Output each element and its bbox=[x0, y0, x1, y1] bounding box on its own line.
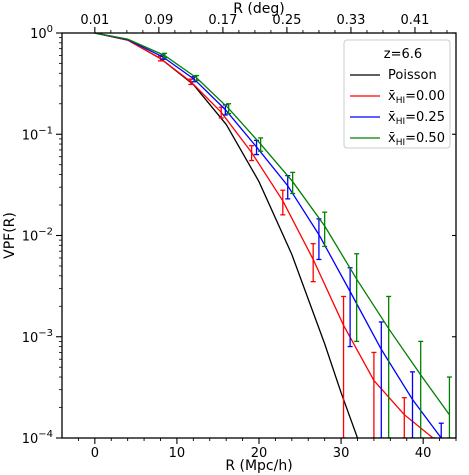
legend-label: x̄HI=0.00 bbox=[388, 89, 445, 106]
series-line-Poisson bbox=[94, 33, 359, 438]
error-bar-x_HI=0.50 bbox=[322, 211, 328, 248]
x-tick-label: 0 bbox=[91, 446, 99, 461]
error-bar-x_HI=0.00 bbox=[341, 295, 347, 438]
top-tick-label: 0.41 bbox=[400, 13, 429, 28]
error-bar-x_HI=0.25 bbox=[285, 175, 291, 200]
error-bar-x_HI=0.50 bbox=[162, 52, 168, 59]
series-x_HI=0.00 bbox=[94, 33, 436, 438]
error-bar-x_HI=0.50 bbox=[354, 253, 360, 343]
x-tick-label: 10 bbox=[169, 446, 186, 461]
y-tick-label: 100 bbox=[30, 24, 53, 42]
legend-label: x̄HI=0.25 bbox=[388, 110, 445, 127]
error-bar-x_HI=0.25 bbox=[378, 321, 384, 438]
error-bar-x_HI=0.00 bbox=[249, 145, 255, 162]
error-bar-x_HI=0.00 bbox=[188, 78, 194, 86]
x-tick-label: 30 bbox=[333, 446, 350, 461]
legend-label: x̄HI=0.50 bbox=[388, 131, 445, 148]
top-tick-label: 0.17 bbox=[208, 13, 237, 28]
error-bar-x_HI=0.50 bbox=[194, 74, 200, 82]
axis-ticks bbox=[56, 27, 457, 444]
y-tick-label: 10−1 bbox=[22, 125, 53, 143]
x-tick-label: 40 bbox=[415, 446, 432, 461]
plot-area bbox=[94, 33, 452, 438]
top-tick-label: 0.09 bbox=[144, 13, 173, 28]
series-line-x_HI=0.00 bbox=[94, 33, 434, 438]
top-tick-label: 0.33 bbox=[336, 13, 365, 28]
top-axis-label: R (deg) bbox=[233, 1, 285, 17]
error-bar-x_HI=0.00 bbox=[310, 243, 316, 283]
legend: z=6.6 Poisson x̄HI=0.00 x̄HI=0.25 x̄HI=0.50 bbox=[343, 39, 451, 149]
error-bar-x_HI=0.00 bbox=[401, 397, 407, 438]
top-tick-label: 0.01 bbox=[80, 13, 109, 28]
series-line-x_HI=0.50 bbox=[94, 33, 450, 416]
y-tick-label: 10−4 bbox=[22, 429, 53, 447]
series-x_HI=0.25 bbox=[94, 33, 444, 438]
error-bar-x_HI=0.50 bbox=[446, 376, 452, 438]
axis-tick-labels: 0 10 20 30 40 0.01 0.09 0.17 0.25 0.33 0.41 10−4 10−… bbox=[22, 13, 432, 461]
legend-label: Poisson bbox=[388, 68, 437, 83]
top-tick-label: 0.25 bbox=[272, 13, 301, 28]
legend-box bbox=[343, 39, 451, 149]
legend-title: z=6.6 bbox=[384, 47, 422, 62]
error-bar-x_HI=0.25 bbox=[438, 422, 444, 438]
legend-entry-x_HI=0.50: x̄HI=0.50 bbox=[350, 131, 445, 148]
error-bar-x_HI=0.50 bbox=[258, 137, 264, 152]
error-bar-x_HI=0.50 bbox=[226, 103, 232, 115]
error-bar-x_HI=0.50 bbox=[418, 340, 424, 438]
error-bar-x_HI=0.00 bbox=[371, 351, 377, 438]
y-axis-label: VPF(R) bbox=[2, 212, 18, 259]
y-tick-label: 10−3 bbox=[22, 328, 53, 346]
error-bar-x_HI=0.25 bbox=[409, 371, 415, 438]
error-bar-x_HI=0.00 bbox=[280, 189, 286, 216]
series-x_HI=0.50 bbox=[94, 33, 452, 438]
error-bar-x_HI=0.25 bbox=[254, 139, 260, 156]
legend-entry-x_HI=0.00: x̄HI=0.00 bbox=[350, 89, 445, 106]
legend-entry-Poisson: Poisson bbox=[350, 68, 437, 83]
error-bar-x_HI=0.50 bbox=[386, 295, 392, 438]
series-Poisson bbox=[94, 33, 359, 438]
x-tick-label: 20 bbox=[251, 446, 268, 461]
x-axis-label: R (Mpc/h) bbox=[225, 458, 292, 474]
series-line-x_HI=0.25 bbox=[94, 33, 442, 438]
legend-entry-x_HI=0.25: x̄HI=0.25 bbox=[350, 110, 445, 127]
error-bar-x_HI=0.50 bbox=[290, 171, 296, 195]
y-tick-label: 10−2 bbox=[22, 227, 53, 245]
